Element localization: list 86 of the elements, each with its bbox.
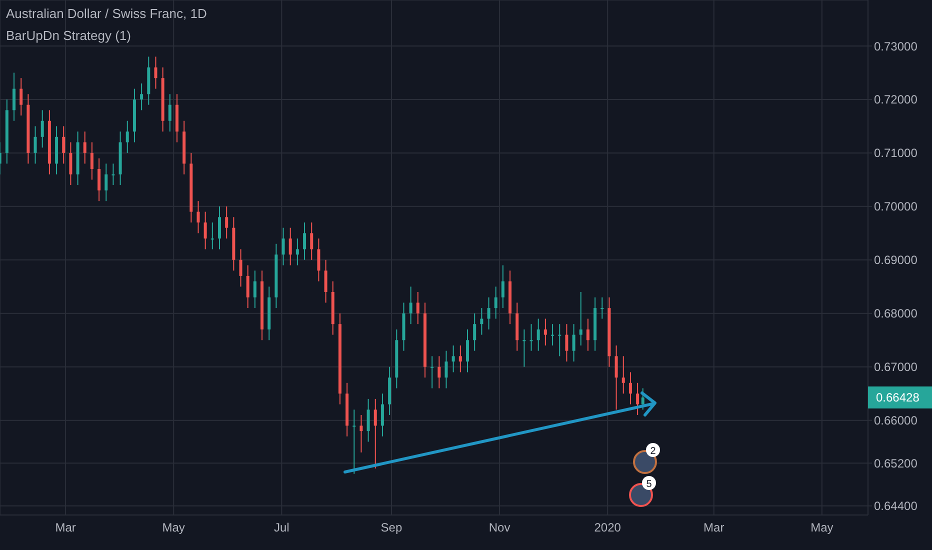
candlestick — [501, 264, 504, 309]
candlestick — [572, 324, 576, 362]
candlestick — [444, 350, 448, 389]
y-tick-label: 0.71000 — [874, 146, 918, 160]
x-tick-label: May — [810, 520, 834, 535]
candlestick — [416, 291, 420, 325]
y-tick-label: 0.64400 — [874, 499, 918, 514]
candlestick — [126, 120, 129, 154]
candlestick — [239, 248, 242, 288]
candlestick — [296, 238, 299, 266]
candlestick — [218, 206, 221, 250]
candlestick — [34, 126, 37, 164]
candlestick — [83, 131, 86, 164]
candlestick — [558, 324, 562, 357]
y-tick-label: 0.72000 — [874, 92, 918, 107]
candlestick — [324, 259, 328, 304]
candlestick — [98, 158, 101, 202]
y-tick-label: 0.69000 — [874, 253, 918, 268]
candlestick — [104, 163, 108, 202]
candlestick — [628, 372, 632, 405]
candlestick — [480, 308, 484, 336]
candlestick — [352, 409, 356, 474]
y-tick-label: 0.70000 — [874, 200, 918, 214]
candlestick — [409, 286, 412, 325]
candlestick — [360, 414, 363, 453]
candlestick — [565, 324, 568, 362]
candlestick — [600, 296, 604, 320]
y-tick-label: 0.73000 — [874, 39, 918, 54]
candlestick — [438, 356, 441, 389]
candlestick — [473, 312, 476, 352]
candlestick — [366, 398, 370, 442]
text: BarUpDn Strategy (1) — [6, 28, 131, 43]
annotation: 2 — [650, 446, 656, 457]
y-tick-label: 0.68000 — [874, 306, 918, 321]
candlestick — [374, 398, 377, 469]
candlestick — [487, 296, 490, 330]
candlestick — [210, 222, 214, 250]
y-tick-label: 0.65200 — [874, 456, 918, 470]
y-tick-label: 0.66000 — [874, 414, 918, 428]
x-tick-label: Nov — [488, 520, 510, 535]
candlestick — [303, 222, 306, 260]
x-tick-label: Mar — [704, 520, 724, 535]
candlestick — [530, 324, 533, 352]
x-tick-label: Jul — [274, 520, 290, 535]
candlestick — [544, 318, 547, 346]
candlestick — [466, 328, 469, 373]
candlestick — [522, 328, 526, 368]
candlestick — [494, 286, 498, 320]
candlestick — [458, 344, 462, 373]
candlestick — [225, 206, 228, 240]
candlestick — [310, 222, 314, 260]
candlestick — [62, 126, 66, 164]
x-tick-label: Sep — [380, 520, 402, 535]
candlestick — [12, 72, 16, 122]
candlestick — [69, 142, 72, 186]
text: Australian Dollar / Swiss Franc, 1D — [6, 6, 207, 21]
candlestick — [452, 344, 455, 373]
annotation: 5 — [646, 479, 652, 490]
candlestick — [579, 291, 582, 346]
x-tick-label: May — [162, 520, 185, 535]
candlestick — [140, 82, 144, 111]
candlestick — [317, 238, 320, 282]
candlestick — [586, 318, 590, 352]
candlestick — [622, 356, 625, 394]
candlestick — [430, 356, 434, 389]
candlestick — [204, 211, 207, 250]
x-tick-label: 2020 — [594, 520, 622, 535]
candlestick — [168, 94, 172, 132]
candlestick — [614, 344, 618, 410]
candlestick — [636, 382, 640, 416]
candlestick — [154, 56, 158, 90]
candlestick — [282, 227, 285, 266]
candlestick — [253, 270, 256, 309]
candlestick — [112, 163, 115, 186]
x-tick-label: Mar — [55, 520, 76, 535]
text: 0.66428 — [876, 390, 920, 404]
candlestick — [40, 110, 44, 148]
candlestick — [246, 264, 250, 309]
candlestick — [380, 393, 384, 437]
candlestick — [90, 142, 94, 180]
candlestick — [20, 78, 23, 116]
y-tick-label: 0.67000 — [874, 360, 918, 374]
candlestick — [551, 324, 554, 346]
candlestick — [288, 227, 292, 266]
candlestick — [536, 318, 540, 352]
candlestick — [196, 200, 200, 234]
